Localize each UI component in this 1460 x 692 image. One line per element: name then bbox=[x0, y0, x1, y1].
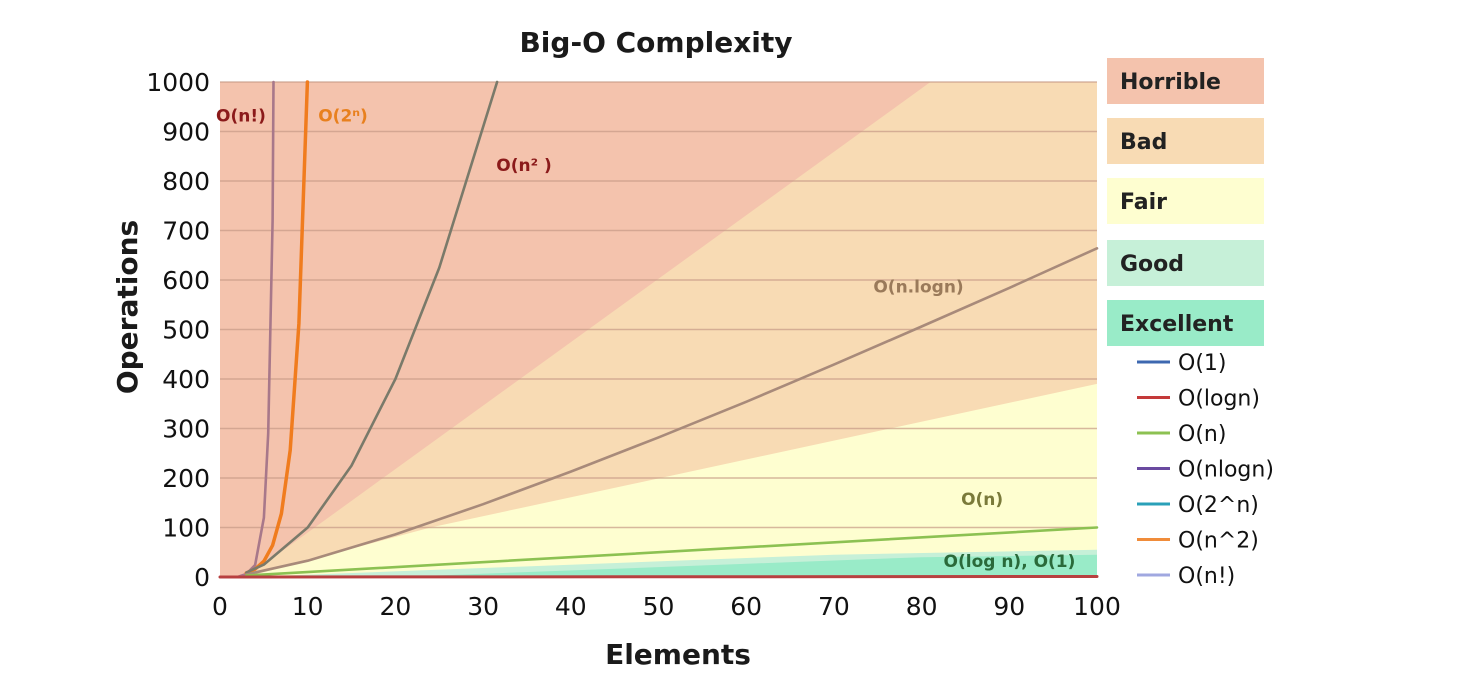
y-tick-200: 200 bbox=[162, 464, 210, 493]
y-tick-700: 700 bbox=[162, 217, 210, 246]
series-legend-item-6: O(n!) bbox=[1137, 564, 1235, 589]
series-legend-item-4: O(2^n) bbox=[1137, 493, 1259, 518]
zone-legend-item-good: Good bbox=[1107, 240, 1264, 286]
series-legend: O(1) O(logn) O(n) O(nlogn) O(2^n) O(n^2) O(n!) bbox=[1137, 351, 1274, 589]
zone-legend-label: Good bbox=[1120, 252, 1184, 277]
series-legend-label: O(n!) bbox=[1178, 564, 1235, 589]
x-tick-10: 10 bbox=[292, 592, 324, 621]
y-axis-ticks: 0 100 200 300 400 500 600 700 800 900 1000 bbox=[146, 68, 210, 592]
y-tick-300: 300 bbox=[162, 415, 210, 444]
zone-legend-swatch bbox=[1107, 118, 1264, 164]
y-tick-600: 600 bbox=[162, 266, 210, 295]
curve-labels: O(n!) O(2ⁿ) O(n² ) O(n.logn) O(n) O(log n), O… bbox=[216, 107, 1075, 572]
series-legend-label: O(n^2) bbox=[1178, 529, 1259, 554]
y-tick-800: 800 bbox=[162, 167, 210, 196]
zone-legend-label: Bad bbox=[1120, 130, 1167, 155]
x-tick-20: 20 bbox=[379, 592, 411, 621]
series-legend-label: O(1) bbox=[1178, 351, 1226, 376]
y-tick-400: 400 bbox=[162, 365, 210, 394]
zone-excellent bbox=[395, 554, 1097, 577]
zone-legend-item-excellent: Excellent bbox=[1107, 300, 1264, 346]
zone-legend-swatch bbox=[1107, 178, 1264, 224]
zone-legend-swatch bbox=[1107, 300, 1264, 346]
zone-legend-label: Excellent bbox=[1120, 312, 1234, 337]
curve-label-exponential: O(2ⁿ) bbox=[318, 107, 368, 127]
zone-legend-swatch bbox=[1107, 240, 1264, 286]
series-legend-item-3: O(nlogn) bbox=[1137, 458, 1274, 483]
series-legend-item-0: O(1) bbox=[1137, 351, 1226, 376]
curve-label-factorial: O(n!) bbox=[216, 107, 266, 127]
series-legend-label: O(nlogn) bbox=[1178, 458, 1274, 483]
y-tick-0: 0 bbox=[194, 563, 210, 592]
curve-linear bbox=[245, 526, 1099, 577]
curve-quadratic bbox=[245, 80, 499, 574]
y-axis-label: Operations bbox=[111, 220, 144, 394]
series-legend-item-1: O(logn) bbox=[1137, 387, 1260, 412]
zone-legend-item-bad: Bad bbox=[1107, 118, 1264, 164]
series-legend-label: O(logn) bbox=[1178, 387, 1260, 412]
x-tick-60: 60 bbox=[730, 592, 762, 621]
x-tick-80: 80 bbox=[906, 592, 938, 621]
curve-linearithmic bbox=[245, 247, 1099, 576]
curve-logconst bbox=[218, 575, 1099, 579]
zone-fair bbox=[246, 383, 1098, 577]
y-tick-500: 500 bbox=[162, 316, 210, 345]
zone-legend: Horrible Bad Fair Good Excellent bbox=[1107, 58, 1264, 346]
x-tick-70: 70 bbox=[818, 592, 850, 621]
x-tick-50: 50 bbox=[643, 592, 675, 621]
x-tick-100: 100 bbox=[1073, 592, 1121, 621]
curves bbox=[218, 80, 1099, 579]
y-tick-100: 100 bbox=[162, 514, 210, 543]
x-axis-label: Elements bbox=[605, 638, 751, 671]
zone-legend-label: Fair bbox=[1120, 190, 1167, 215]
x-tick-90: 90 bbox=[993, 592, 1025, 621]
series-legend-item-5: O(n^2) bbox=[1137, 529, 1259, 554]
x-tick-40: 40 bbox=[555, 592, 587, 621]
y-tick-900: 900 bbox=[162, 118, 210, 147]
chart-title: Big-O Complexity bbox=[519, 26, 792, 59]
x-tick-0: 0 bbox=[212, 592, 228, 621]
zone-legend-item-fair: Fair bbox=[1107, 178, 1264, 224]
series-legend-item-2: O(n) bbox=[1137, 422, 1226, 447]
x-tick-30: 30 bbox=[467, 592, 499, 621]
zone-legend-label: Horrible bbox=[1120, 70, 1221, 95]
curve-label-logconst: O(log n), O(1) bbox=[944, 552, 1076, 572]
gridlines bbox=[220, 81, 1097, 578]
series-legend-label: O(n) bbox=[1178, 422, 1226, 447]
curve-label-linearithmic: O(n.logn) bbox=[873, 277, 963, 297]
x-axis-ticks: 0 10 20 30 40 50 60 70 80 90 100 bbox=[212, 592, 1121, 621]
series-legend-label: O(2^n) bbox=[1178, 493, 1259, 518]
curve-label-quadratic: O(n² ) bbox=[496, 156, 551, 176]
curve-label-linear: O(n) bbox=[961, 490, 1003, 510]
zone-legend-swatch bbox=[1107, 58, 1264, 104]
zone-legend-item-horrible: Horrible bbox=[1107, 58, 1264, 104]
y-tick-1000: 1000 bbox=[146, 68, 210, 97]
